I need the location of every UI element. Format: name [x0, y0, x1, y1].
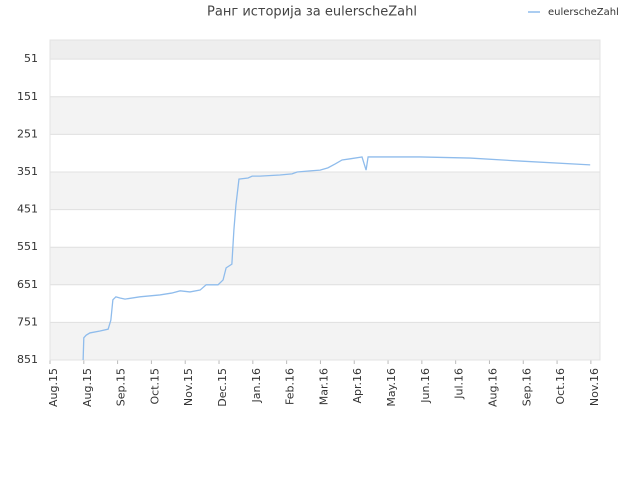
x-tick-label: Nov.15 — [182, 368, 195, 406]
series-line — [82, 156, 591, 361]
grid-band — [50, 171, 600, 210]
grid-band — [50, 40, 600, 60]
chart-title: Ранг историја за eulerscheZahl — [207, 5, 417, 20]
x-tick-label: Aug.16 — [486, 368, 499, 407]
y-tick-label: 351 — [17, 165, 38, 178]
plot-border — [49, 39, 601, 361]
x-tick-label: Oct.15 — [148, 368, 161, 405]
x-tick-label: Jan.16 — [250, 368, 263, 403]
x-tick-label: Jul.16 — [453, 368, 466, 400]
x-tick-label: Apr.16 — [351, 368, 364, 404]
grid-band — [50, 96, 600, 135]
x-tick-label: Aug.15 — [47, 368, 60, 407]
x-tick-label: Oct.16 — [554, 368, 567, 405]
y-tick-label: 651 — [17, 278, 38, 291]
x-tick-label: Sep.15 — [115, 368, 128, 406]
y-tick-label: 751 — [17, 315, 38, 328]
grid-band — [50, 247, 600, 285]
x-tick-label: May.16 — [385, 368, 398, 407]
x-tick-label: Dec.15 — [216, 368, 229, 407]
x-tick-label: Aug.15 — [81, 368, 94, 407]
y-tick-label: 551 — [17, 240, 38, 253]
y-tick-label: 251 — [17, 127, 38, 140]
x-tick-label: Sep.16 — [520, 368, 533, 406]
y-tick-label: 151 — [17, 90, 38, 103]
y-tick-label: 851 — [17, 353, 38, 366]
grid-band — [50, 322, 600, 360]
x-tick-label: Jun.16 — [419, 368, 432, 404]
legend-label: eulerscheZahl — [548, 7, 619, 18]
x-tick-label: Mar.16 — [317, 368, 330, 405]
x-tick-label: Nov.16 — [588, 368, 601, 406]
y-tick-label: 451 — [17, 203, 38, 216]
y-tick-label: 51 — [24, 52, 38, 65]
x-tick-label: Feb.16 — [284, 368, 297, 405]
